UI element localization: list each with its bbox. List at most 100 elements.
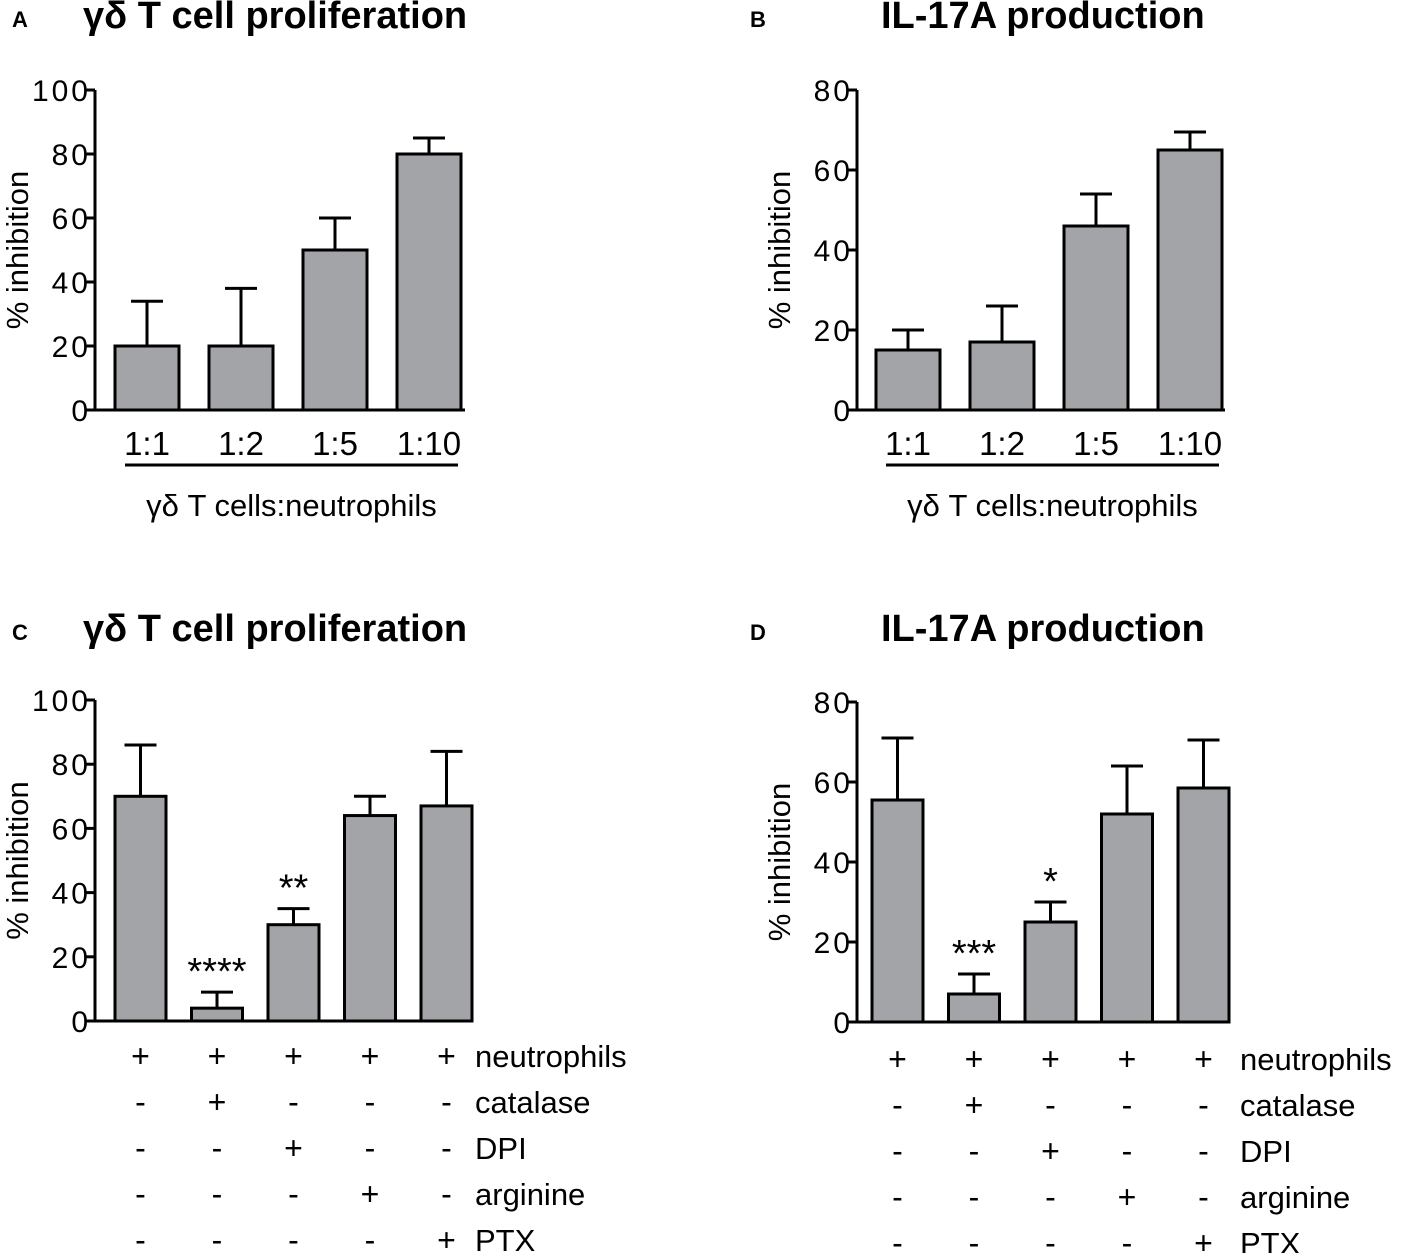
condition-label: DPI [1240,1134,1292,1169]
y-tick-label: 20 [52,942,91,975]
x-tick-label: 1:5 [1073,425,1119,462]
condition-label: PTX [475,1223,536,1253]
y-tick-label: 80 [814,75,853,108]
condition-label: catalase [1240,1088,1355,1123]
condition-mark: + [361,1176,380,1212]
y-tick-label: 40 [52,267,91,300]
condition-mark: - [1045,1179,1056,1215]
bar [301,248,369,412]
condition-mark: - [135,1084,146,1120]
condition-mark: - [1045,1087,1056,1123]
condition-mark: - [212,1176,223,1212]
y-tick-label: 40 [814,235,853,268]
condition-mark: - [135,1222,146,1253]
bar [113,344,181,412]
chart-title: γδ T cell proliferation [83,608,467,650]
condition-mark: - [1198,1133,1209,1169]
condition-mark: + [284,1130,303,1166]
condition-mark: + [1041,1041,1060,1077]
y-tick-label: 60 [52,813,91,846]
condition-mark: + [1118,1041,1137,1077]
condition-label: arginine [1240,1180,1350,1215]
condition-label: DPI [475,1131,527,1166]
significance-marker: * [1043,861,1058,903]
bar [870,798,925,1024]
condition-mark: + [965,1087,984,1123]
y-tick-label: 20 [814,315,853,348]
condition-mark: + [1041,1133,1060,1169]
condition-mark: - [892,1225,903,1253]
condition-mark: - [365,1222,376,1253]
x-tick-label: 1:1 [124,425,170,462]
condition-mark: - [365,1130,376,1166]
condition-mark: + [1118,1179,1137,1215]
x-tick-label: 1:5 [312,425,358,462]
y-tick-label: 60 [52,203,91,236]
condition-mark: + [131,1038,150,1074]
x-axis-title: γδ T cells:neutrophils [907,488,1198,523]
condition-label: catalase [475,1085,590,1120]
bar [1156,148,1224,412]
x-tick-label: 1:2 [218,425,264,462]
y-tick-label: 0 [71,395,91,428]
bar [266,923,321,1023]
panel-letter: A [12,7,28,32]
condition-mark: - [892,1179,903,1215]
y-tick-label: 0 [833,1007,853,1040]
condition-mark: + [361,1038,380,1074]
bar [419,804,474,1023]
bar [190,1006,244,1023]
x-axis-title: γδ T cells:neutrophils [146,488,437,523]
condition-mark: - [441,1176,452,1212]
condition-mark: + [888,1041,907,1077]
bar [968,340,1036,412]
panel-letter: D [750,620,766,645]
y-axis-title: % inhibition [0,171,35,330]
condition-mark: - [969,1133,980,1169]
condition-mark: - [288,1222,299,1253]
significance-marker: *** [952,933,997,975]
chart-title: IL-17A production [881,0,1205,37]
bar [343,814,397,1023]
y-axis-title: % inhibition [762,171,797,330]
panel-letter: B [750,7,766,32]
chart-title: γδ T cell proliferation [83,0,467,37]
bar [395,152,463,412]
condition-mark: - [365,1084,376,1120]
y-tick-label: 60 [814,155,853,188]
y-tick-label: 100 [32,685,91,718]
bar [1023,920,1078,1024]
condition-mark: + [1194,1225,1213,1253]
condition-mark: - [1045,1225,1056,1253]
condition-label: PTX [1240,1226,1301,1253]
condition-label: neutrophils [475,1039,627,1074]
y-tick-label: 100 [32,75,91,108]
y-tick-label: 60 [814,767,853,800]
condition-mark: - [969,1179,980,1215]
y-axis-title: % inhibition [762,783,797,942]
condition-mark: - [441,1130,452,1166]
bar [1176,786,1231,1024]
y-tick-label: 0 [833,395,853,428]
condition-label: neutrophils [1240,1042,1392,1077]
condition-mark: + [965,1041,984,1077]
bar [1100,812,1154,1024]
condition-mark: + [208,1084,227,1120]
x-tick-label: 1:1 [885,425,931,462]
y-tick-label: 80 [52,139,91,172]
condition-mark: - [969,1225,980,1253]
bar [947,992,1001,1024]
y-tick-label: 20 [52,331,91,364]
condition-mark: - [1122,1087,1133,1123]
y-axis-title: % inhibition [0,781,35,940]
condition-mark: + [208,1038,227,1074]
condition-mark: - [441,1084,452,1120]
condition-mark: - [212,1130,223,1166]
condition-label: arginine [475,1177,585,1212]
y-tick-label: 80 [814,687,853,720]
condition-mark: - [1198,1087,1209,1123]
panel-b: B IL-17A production 0 20 40 60 80 % inhibition 1… [750,0,1225,523]
condition-mark: - [892,1133,903,1169]
